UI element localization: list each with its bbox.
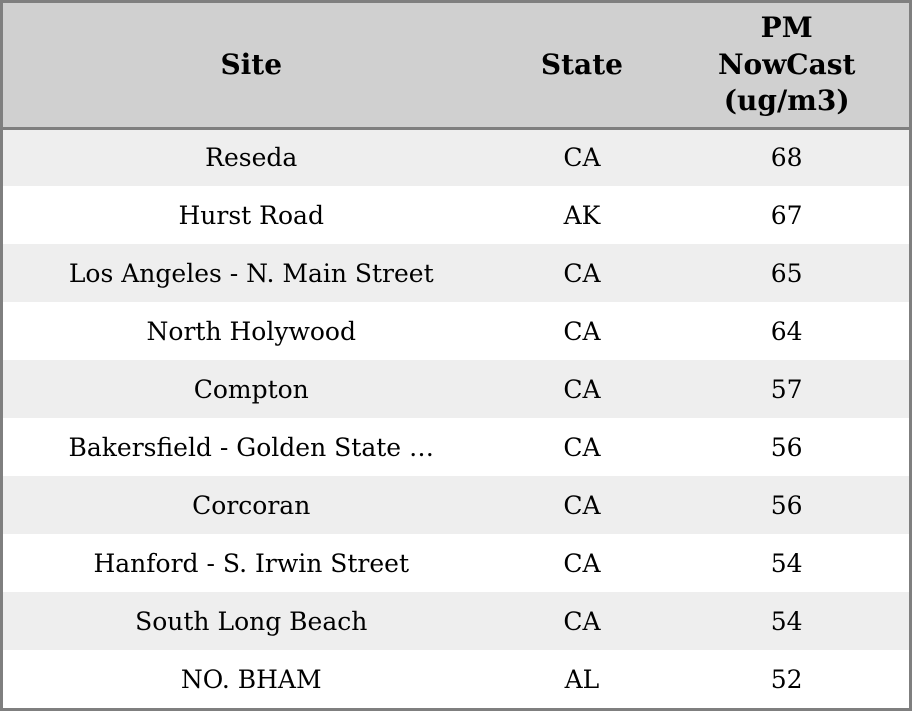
pm-cell: 56 bbox=[770, 490, 803, 520]
site-cell: Compton bbox=[193, 374, 309, 404]
pm-cell: 68 bbox=[770, 143, 803, 173]
state-cell: CA bbox=[563, 316, 601, 346]
col-header-state: State bbox=[499, 3, 665, 130]
table-row: Reseda CA 68 bbox=[3, 128, 909, 186]
pm-cell: 67 bbox=[770, 200, 803, 230]
table-row: Los Angeles - N. Main Street CA 65 bbox=[3, 244, 909, 302]
site-cell: Los Angeles - N. Main Street bbox=[68, 258, 434, 288]
pm-cell: 56 bbox=[770, 432, 803, 462]
site-cell: Bakersfield - Golden State … bbox=[68, 432, 435, 462]
site-cell: North Holywood bbox=[146, 316, 356, 346]
state-cell: AK bbox=[563, 200, 601, 230]
state-cell: CA bbox=[563, 490, 601, 520]
state-cell: CA bbox=[563, 374, 601, 404]
table-row: Hurst Road AK 67 bbox=[3, 186, 909, 244]
col-header-pm-nowcast: PM NowCast (ug/m3) bbox=[664, 3, 909, 130]
table-row: Bakersfield - Golden State … CA 56 bbox=[3, 418, 909, 476]
site-cell: Corcoran bbox=[192, 490, 311, 520]
state-cell: CA bbox=[563, 432, 601, 462]
table-row: Corcoran CA 56 bbox=[3, 476, 909, 534]
state-cell: CA bbox=[563, 606, 601, 636]
col-header-site: Site bbox=[3, 3, 500, 130]
state-cell: CA bbox=[563, 258, 601, 288]
header-row: Site State PM NowCast (ug/m3) bbox=[3, 3, 909, 130]
pm-cell: 54 bbox=[770, 548, 803, 578]
state-cell: CA bbox=[563, 143, 601, 173]
pm-cell: 64 bbox=[770, 316, 803, 346]
pm-cell: 54 bbox=[770, 606, 803, 636]
table-row: NO. BHAM AL 52 bbox=[3, 650, 909, 708]
pm-cell: 65 bbox=[770, 258, 803, 288]
site-cell: NO. BHAM bbox=[180, 664, 322, 694]
table-row: South Long Beach CA 54 bbox=[3, 592, 909, 650]
table-row: Compton CA 57 bbox=[3, 360, 909, 418]
table-row: North Holywood CA 64 bbox=[3, 302, 909, 360]
pm-cell: 57 bbox=[770, 374, 803, 404]
state-cell: AL bbox=[564, 664, 600, 694]
site-cell: Hurst Road bbox=[178, 200, 324, 230]
site-cell: Hanford - S. Irwin Street bbox=[93, 548, 410, 578]
site-cell: South Long Beach bbox=[135, 606, 368, 636]
data-table: Site State PM NowCast (ug/m3) Reseda CA … bbox=[3, 3, 909, 708]
pm-cell: 52 bbox=[770, 664, 803, 694]
table-row: Hanford - S. Irwin Street CA 54 bbox=[3, 534, 909, 592]
site-cell: Reseda bbox=[205, 143, 298, 173]
state-cell: CA bbox=[563, 548, 601, 578]
